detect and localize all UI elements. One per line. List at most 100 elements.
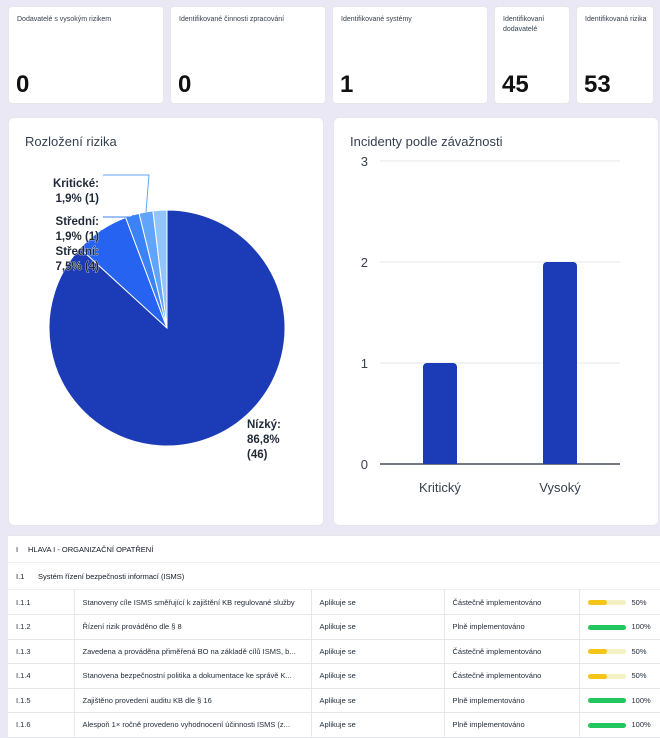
- kpi-card-suppliers[interactable]: Identifikovaní dodavatelé 45: [494, 6, 570, 104]
- incident-bar-chart: 0 1 2 3 Kritický Vysoký: [361, 154, 620, 495]
- row-requirement: Alespoň 1× ročně provedeno vyhodnocení ú…: [74, 712, 312, 738]
- row-status: Plně implementováno: [444, 712, 580, 738]
- row-id: I.1.4: [8, 663, 75, 689]
- row-id: I.1.3: [8, 639, 75, 664]
- pie-label: Střední: 1,9% (1): [56, 216, 100, 243]
- kpi-card-processing-activities[interactable]: Identifikované činnosti zpracování 0: [170, 6, 326, 104]
- row-id: I.1.2: [8, 614, 75, 640]
- progress-fill: [587, 600, 607, 606]
- progress-fill: [587, 649, 607, 655]
- progress-fill: [587, 722, 626, 728]
- row-requirement: Stanoveny cíle ISMS směřující k zajištěn…: [74, 590, 312, 615]
- row-status: Plně implementováno: [444, 614, 580, 640]
- x-tick-label: Kritický: [419, 480, 461, 495]
- requirements-table: I HLAVA I - ORGANIZAČNÍ OPATŘENÍ I.1 Sys…: [8, 535, 660, 738]
- progress-label: 50%: [631, 597, 647, 607]
- chapter-row[interactable]: I HLAVA I - ORGANIZAČNÍ OPATŘENÍ: [8, 536, 660, 563]
- row-applicability: Aplikuje se: [311, 688, 445, 713]
- requirements-list: I.1.1 Stanoveny cíle ISMS směřující k zaj…: [8, 590, 660, 738]
- kpi-value: 53: [584, 71, 611, 98]
- incidents-panel: Incidenty podle závažnosti 0 1 2 3 Kritický V…: [333, 117, 659, 526]
- progress-label: 100%: [631, 695, 651, 705]
- progress-bar: [587, 600, 626, 606]
- chapter-code: I: [16, 544, 19, 554]
- progress-fill: [587, 698, 626, 704]
- y-tick-label: 0: [361, 457, 368, 472]
- row-requirement: Zajištěno provedení auditu KB dle § 16: [74, 688, 312, 713]
- incident-bar-base: [543, 458, 577, 464]
- kpi-card-risks[interactable]: Identifikovaná rizika 53: [576, 6, 654, 104]
- progress-fill: [587, 673, 607, 679]
- table-row[interactable]: I.1.6 Alespoň 1× ročně provedeno vyhodnoc…: [8, 712, 660, 738]
- row-id: I.1.5: [8, 688, 75, 713]
- kpi-value: 45: [502, 71, 529, 98]
- row-status: Částečně implementováno: [444, 590, 580, 615]
- kpi-value: 0: [178, 71, 192, 98]
- pie-slice[interactable]: [152, 209, 168, 329]
- progress-fill: [587, 624, 626, 630]
- pie-label-leader: [100, 230, 107, 256]
- incident-bar-base: [423, 458, 457, 464]
- kpi-value: 0: [16, 71, 30, 98]
- y-tick-label: 3: [361, 154, 368, 169]
- progress-label: 50%: [631, 646, 647, 656]
- chapter-title: HLAVA I - ORGANIZAČNÍ OPATŘENÍ: [28, 544, 154, 554]
- row-progress: 50%: [579, 663, 660, 689]
- risk-pie-chart: Nízký: 86,8% (46) Střední: 7,5% (4) Střední: 1…: [48, 174, 286, 461]
- x-tick-label: Vysoký: [539, 480, 581, 495]
- row-requirement: Zavedena a prováděna přiměřená BO na zák…: [74, 639, 312, 664]
- row-applicability: Aplikuje se: [311, 590, 445, 615]
- risk-panel-title: Rozložení rizika: [25, 134, 117, 149]
- progress-label: 50%: [631, 671, 647, 681]
- table-row[interactable]: I.1.5 Zajištěno provedení auditu KB dle §…: [8, 688, 660, 713]
- row-applicability: Aplikuje se: [311, 614, 445, 640]
- table-row[interactable]: I.1.2 Řízení rizik prováděno dle § 8 Aplik…: [8, 614, 660, 640]
- row-progress: 50%: [579, 590, 660, 615]
- row-progress: 50%: [579, 639, 660, 664]
- row-requirement: Stanovena bezpečnostní politika a dokume…: [74, 663, 312, 689]
- progress-bar: [587, 649, 626, 655]
- incident-panel-title: Incidenty podle závažnosti: [350, 134, 503, 149]
- incident-bar[interactable]: [423, 363, 457, 464]
- kpi-value: 1: [340, 71, 354, 98]
- row-status: Plně implementováno: [444, 688, 580, 713]
- row-requirement: Řízení rizik prováděno dle § 8: [74, 614, 312, 640]
- row-id: I.1.1: [8, 590, 75, 615]
- row-id: I.1.6: [8, 712, 75, 738]
- table-row[interactable]: I.1.1 Stanoveny cíle ISMS směřující k zaj…: [8, 590, 660, 615]
- row-progress: 100%: [579, 688, 660, 713]
- kpi-label: Identifikovaná rizika: [585, 16, 647, 23]
- kpi-card-systems[interactable]: Identifikované systémy 1: [332, 6, 488, 104]
- row-status: Částečně implementováno: [444, 639, 580, 664]
- pie-slice[interactable]: [48, 209, 286, 447]
- kpi-label: Identifikované systémy: [341, 16, 412, 23]
- progress-label: 100%: [631, 720, 651, 730]
- progress-label: 100%: [631, 622, 651, 632]
- section-row[interactable]: I.1 Systém řízení bezpečnosti informací …: [8, 563, 660, 590]
- pie-label: Kritické: 1,9% (1): [53, 178, 99, 205]
- row-progress: 100%: [579, 712, 660, 738]
- progress-bar: [587, 722, 626, 728]
- pie-label: Střední: 7,5% (4): [56, 246, 100, 273]
- kpi-label: Dodavatelé s vysokým rizikem: [17, 16, 112, 23]
- progress-bar: [587, 624, 626, 630]
- table-row[interactable]: I.1.3 Zavedena a prováděna přiměřená BO n…: [8, 639, 660, 664]
- table-row[interactable]: I.1.4 Stanovena bezpečnostní politika a d…: [8, 663, 660, 689]
- risk-distribution-panel: Rozložení rizika Nízký: 86,8% (46) Střední:…: [8, 117, 324, 526]
- progress-bar: [587, 698, 626, 704]
- kpi-card-high-risk-suppliers[interactable]: Dodavatelé s vysokým rizikem 0: [8, 6, 164, 104]
- y-tick-label: 2: [361, 255, 368, 270]
- pie-label: Nízký: 86,8% (46): [247, 419, 281, 461]
- row-applicability: Aplikuje se: [311, 639, 445, 664]
- incident-bar[interactable]: [543, 262, 577, 464]
- pie-label-leader: [103, 174, 150, 212]
- pie-label-leader: [103, 214, 137, 218]
- kpi-label: Identifikovaní dodavatelé: [503, 16, 545, 33]
- section-title: Systém řízení bezpečnosti informací (ISM…: [38, 571, 185, 581]
- row-status: Částečně implementováno: [444, 663, 580, 689]
- kpi-label: Identifikované činnosti zpracování: [179, 16, 285, 23]
- y-tick-label: 1: [361, 356, 368, 371]
- progress-bar: [587, 673, 626, 679]
- row-applicability: Aplikuje se: [311, 712, 445, 738]
